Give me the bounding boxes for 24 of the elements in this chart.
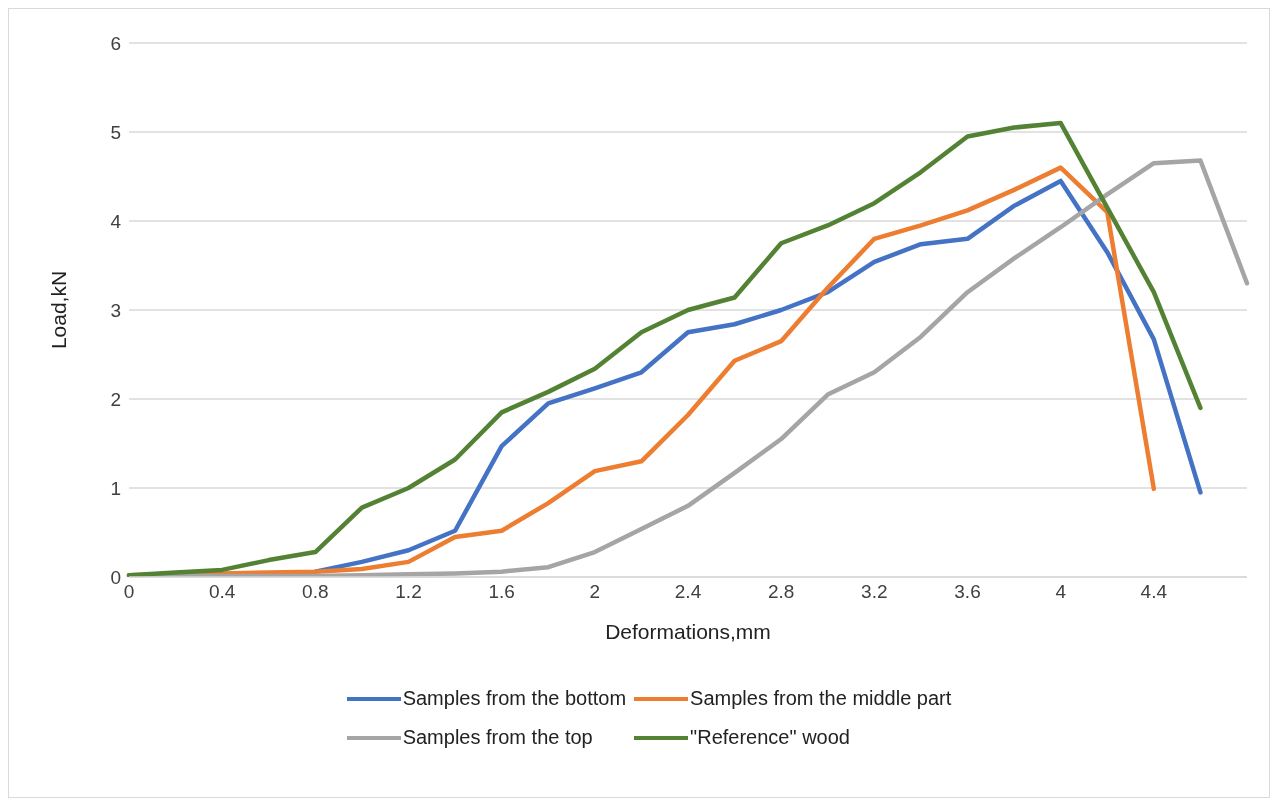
y-tick-label: 4 [110, 210, 122, 232]
y-tick-label: 5 [110, 121, 121, 143]
x-tick-label: 2.4 [674, 581, 702, 603]
legend-label: "Reference" wood [690, 726, 850, 749]
x-tick-label: 3.6 [954, 581, 981, 603]
legend-label: Samples from the middle part [690, 687, 952, 710]
x-tick-label: 2.8 [767, 581, 795, 603]
y-axis-title: Load,kN [47, 270, 71, 350]
x-tick-label: 0.8 [302, 581, 329, 603]
x-axis-title: Deformations,mm [605, 620, 771, 643]
x-tick-label: 1.6 [488, 581, 515, 603]
x-tick-label: 2 [589, 581, 601, 603]
x-tick-label: 0.4 [208, 581, 236, 603]
y-tick-label: 2 [110, 388, 121, 410]
legend-label: Samples from the bottom [402, 687, 627, 710]
x-tick-label: 3.2 [861, 581, 888, 603]
x-tick-label: 4.4 [1140, 581, 1168, 603]
x-tick-label: 4 [1055, 581, 1067, 603]
y-tick-label: 0 [110, 566, 121, 588]
legend-label: Samples from the top [402, 726, 593, 749]
x-tick-label: 1.2 [395, 581, 422, 603]
y-tick-label: 1 [110, 477, 121, 499]
y-tick-label: 3 [110, 299, 121, 321]
y-tick-label: 6 [110, 32, 121, 54]
